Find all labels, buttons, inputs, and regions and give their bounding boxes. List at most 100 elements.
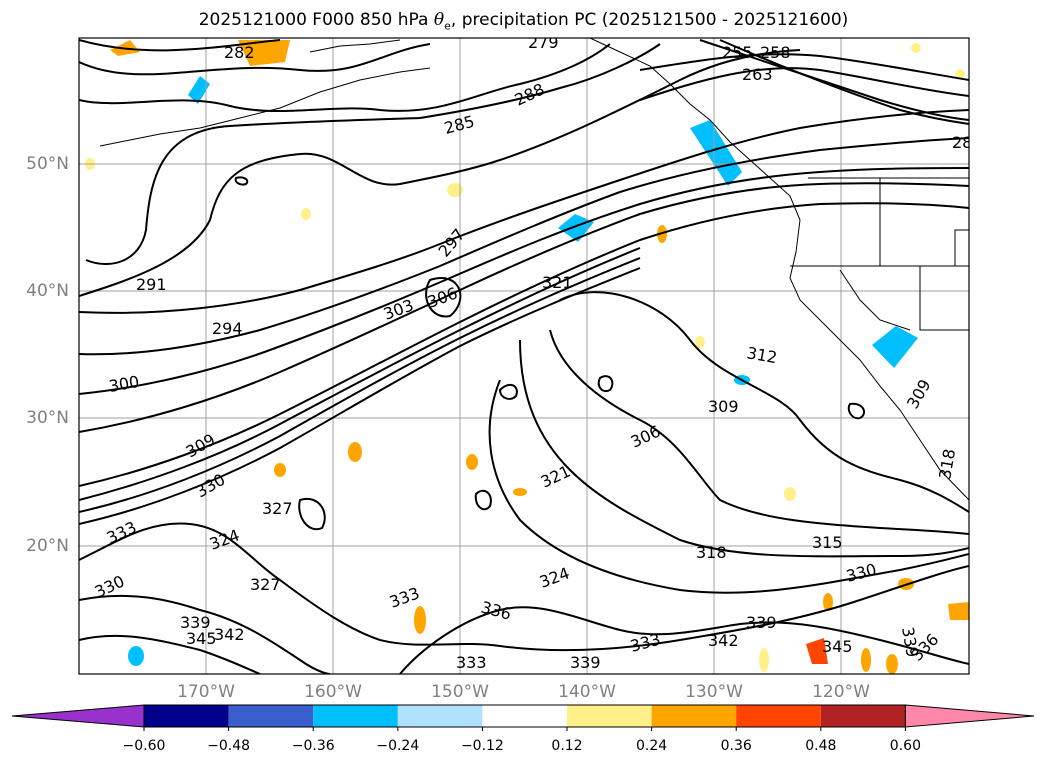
contour-line	[298, 497, 326, 531]
contour-line	[79, 202, 969, 487]
contour-label: 315	[812, 533, 843, 552]
precip-speckle	[128, 646, 144, 666]
contour-line	[79, 49, 801, 297]
colorbar-segment	[820, 705, 906, 727]
colorbar-segment	[567, 705, 652, 727]
precip-speckle	[955, 69, 965, 79]
lat-label-50n: 50°N	[26, 154, 69, 174]
contour-line	[399, 606, 969, 674]
precip-speckle	[911, 43, 921, 53]
contour-label: 342	[708, 631, 739, 650]
contour-line	[425, 277, 462, 318]
contour-line	[79, 182, 969, 433]
colorbar-tick-label: −0.24	[376, 738, 420, 754]
colorbar-tick-label: 0.12	[551, 738, 583, 754]
contour-line	[79, 247, 641, 501]
precip-speckle	[348, 442, 362, 462]
precip-speckle	[861, 648, 871, 672]
colorbar-tick-label: 0.36	[720, 738, 752, 754]
lon-label-170w: 170°W	[177, 682, 235, 702]
contour-line	[639, 53, 969, 81]
precip-speckle	[886, 654, 898, 674]
lon-label-140w: 140°W	[558, 682, 616, 702]
precip-patch	[558, 214, 594, 242]
contour-line	[234, 176, 249, 186]
contour-line	[79, 634, 261, 674]
contour-line	[488, 379, 969, 594]
contour-label: 288	[952, 133, 983, 152]
colorbar-tick-label: −0.36	[291, 738, 335, 754]
precip-patch	[806, 638, 828, 664]
colorbar-segment	[144, 705, 229, 727]
contour-label: 294	[212, 319, 243, 338]
contour-line	[79, 43, 431, 76]
colorbar-tick-label: 0.60	[889, 738, 921, 754]
theta-e-contours	[79, 39, 969, 674]
contour-label: 339	[180, 613, 211, 632]
contour-label: 258	[760, 43, 791, 62]
precip-speckle	[301, 208, 311, 220]
map-frame	[78, 37, 970, 675]
colorbar-tick-label: −0.48	[207, 738, 251, 754]
colorbar	[11, 704, 1035, 731]
precip-speckle	[695, 336, 705, 348]
graticule	[79, 38, 969, 674]
contour-line	[699, 39, 969, 121]
map-title: 2025121000 F000 850 hPa θe, precipitatio…	[198, 10, 849, 33]
contour-line	[79, 39, 281, 52]
contour-line	[85, 43, 661, 265]
lat-label-40n: 40°N	[26, 281, 69, 301]
colorbar-segment	[228, 705, 314, 727]
contour-label: 318	[696, 543, 727, 562]
contour-line	[79, 257, 641, 513]
colorbar-tick-label: 0.48	[805, 738, 837, 754]
precip-patch	[872, 326, 918, 368]
contour-line	[847, 402, 866, 420]
contour-line	[474, 489, 492, 511]
colorbar-segment	[482, 705, 567, 727]
contour-line	[79, 109, 969, 314]
contour-label: 327	[262, 499, 293, 518]
contour-label: 345	[186, 629, 217, 648]
colorbar-segment	[397, 705, 483, 727]
lat-label-30n: 30°N	[26, 408, 69, 428]
contour-label: 342	[214, 625, 245, 644]
lon-label-150w: 150°W	[431, 682, 489, 702]
lat-label-20n: 20°N	[26, 536, 69, 556]
contour-line	[79, 594, 331, 674]
contour-line	[79, 522, 969, 652]
map-layers: 282 279 255 258 263 288 285 288 297 321 …	[79, 33, 983, 674]
contour-line	[597, 375, 614, 392]
contour-label: 291	[136, 275, 167, 294]
precip-speckle	[823, 593, 833, 611]
map-background	[79, 38, 969, 674]
precip-patch	[690, 120, 742, 186]
contour-line	[639, 67, 969, 101]
lon-label-160w: 160°W	[304, 682, 362, 702]
lon-label-120w: 120°W	[812, 682, 870, 702]
contour-line	[549, 329, 969, 535]
contour-label: 339	[570, 653, 601, 672]
colorbar-segment	[736, 705, 821, 727]
colorbar-over-arrow	[904, 704, 1035, 728]
precip-speckle	[414, 606, 426, 634]
precip-speckle	[513, 488, 527, 496]
contour-label: 279	[528, 33, 559, 52]
contour-line	[79, 43, 611, 113]
contour-label: 263	[742, 65, 773, 84]
colorbar-segment	[651, 705, 737, 727]
contour-label: 333	[456, 653, 487, 672]
contour-label: 327	[250, 575, 281, 594]
colorbar-segment	[313, 705, 398, 727]
contour-line	[79, 167, 969, 395]
precip-speckle	[784, 487, 796, 501]
precip-speckle	[466, 454, 478, 470]
contour-line	[559, 291, 969, 513]
precip-speckle	[759, 648, 769, 672]
precip-patch	[948, 602, 969, 620]
precip-shading	[85, 40, 969, 674]
contour-line	[719, 39, 969, 125]
precip-speckle	[274, 463, 286, 477]
colorbar-tick-label: −0.60	[122, 738, 166, 754]
